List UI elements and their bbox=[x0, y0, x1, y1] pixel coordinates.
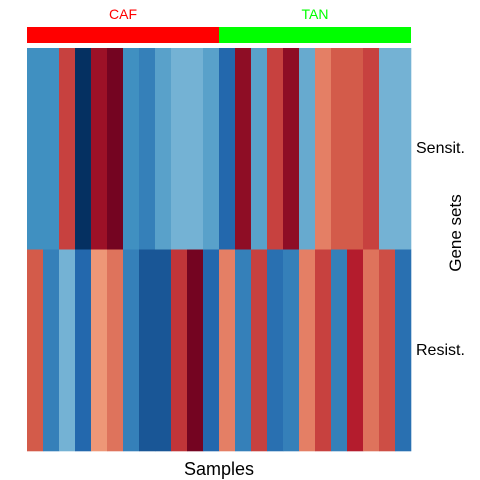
heatmap-cell-r0-c2 bbox=[59, 48, 76, 250]
heatmap-cell-r0-c0 bbox=[27, 48, 44, 250]
group-label-tan: TAN bbox=[301, 6, 329, 22]
heatmap-cell-r0-c5 bbox=[107, 48, 124, 250]
heatmap-cell-r0-c21 bbox=[363, 48, 380, 250]
heatmap-cell-r0-c10 bbox=[187, 48, 204, 250]
heatmap-cell-r0-c23 bbox=[395, 48, 412, 250]
heatmap-cell-r1-c6 bbox=[123, 249, 140, 452]
group-bar-tan bbox=[219, 27, 411, 43]
heatmap-cell-r1-c8 bbox=[155, 249, 172, 452]
y-axis-label: Gene sets bbox=[446, 194, 465, 272]
heatmap-cell-r1-c7 bbox=[139, 249, 156, 452]
heatmap-cell-r0-c14 bbox=[251, 48, 268, 250]
heatmap-cell-r0-c8 bbox=[155, 48, 172, 250]
heatmap-cell-r0-c17 bbox=[299, 48, 316, 250]
heatmap-cell-r1-c5 bbox=[107, 249, 124, 452]
heatmap-cell-r1-c17 bbox=[299, 249, 316, 452]
heatmap-cell-r1-c22 bbox=[379, 249, 396, 452]
heatmap-cell-r0-c22 bbox=[379, 48, 396, 250]
heatmap-cell-r0-c19 bbox=[331, 48, 348, 250]
heatmap-cell-r1-c13 bbox=[235, 249, 252, 452]
heatmap-cell-r1-c23 bbox=[395, 249, 412, 452]
heatmap-cell-r0-c7 bbox=[139, 48, 156, 250]
heatmap-cell-r0-c12 bbox=[219, 48, 236, 250]
heatmap-cell-r0-c4 bbox=[91, 48, 108, 250]
heatmap-cell-r0-c18 bbox=[315, 48, 332, 250]
group-bar-caf bbox=[27, 27, 219, 43]
heatmap-cell-r0-c16 bbox=[283, 48, 300, 250]
heatmap-cell-r1-c11 bbox=[203, 249, 220, 452]
heatmap-cell-r0-c15 bbox=[267, 48, 284, 250]
heatmap-cell-r0-c9 bbox=[171, 48, 188, 250]
heatmap-cell-r1-c19 bbox=[331, 249, 348, 452]
heatmap-cell-r1-c21 bbox=[363, 249, 380, 452]
heatmap-cell-r1-c0 bbox=[27, 249, 44, 452]
heatmap-cell-r1-c4 bbox=[91, 249, 108, 452]
heatmap-cell-r1-c2 bbox=[59, 249, 76, 452]
heatmap-cell-r0-c6 bbox=[123, 48, 140, 250]
heatmap-cell-r0-c3 bbox=[75, 48, 92, 250]
heatmap-cell-r1-c10 bbox=[187, 249, 204, 452]
x-axis-label: Samples bbox=[183, 459, 255, 479]
heatmap-cell-r1-c12 bbox=[219, 249, 236, 452]
heatmap-cell-r0-c20 bbox=[347, 48, 364, 250]
heatmap-cell-r1-c3 bbox=[75, 249, 92, 452]
heatmap-cell-r1-c1 bbox=[43, 249, 60, 452]
heatmap-cell-r0-c11 bbox=[203, 48, 220, 250]
row-label-resistant: Resist. bbox=[416, 342, 465, 359]
heatmap-cell-r0-c13 bbox=[235, 48, 252, 250]
heatmap-cell-r1-c20 bbox=[347, 249, 364, 452]
group-label-caf: CAF bbox=[109, 6, 137, 22]
heatmap-cell-r0-c1 bbox=[43, 48, 60, 250]
heatmap-cell-r1-c14 bbox=[251, 249, 268, 452]
heatmap-cell-r1-c9 bbox=[171, 249, 188, 452]
heatmap-cell-r1-c15 bbox=[267, 249, 284, 452]
heatmap-cell-r1-c16 bbox=[283, 249, 300, 452]
heatmap-cell-r1-c18 bbox=[315, 249, 332, 452]
row-label-sensitive: Sensit. bbox=[416, 140, 465, 157]
